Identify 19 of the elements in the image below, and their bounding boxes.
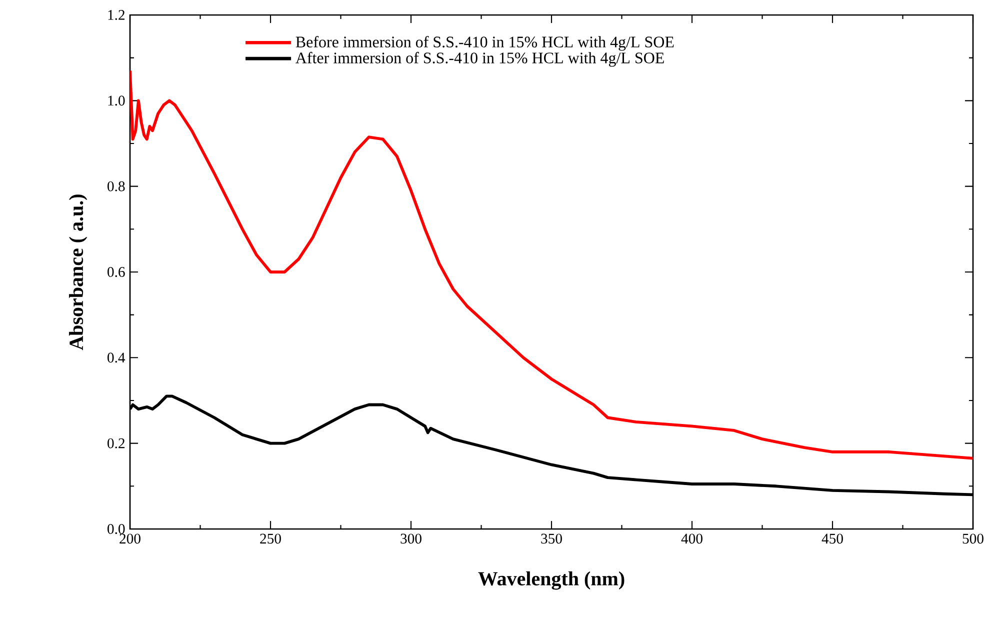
- x-tick-label: 200: [120, 534, 140, 544]
- x-tick-label: 450: [822, 534, 843, 544]
- y-axis-title: Absorbance ( a.u.): [69, 194, 88, 350]
- x-tick-label: 250: [260, 534, 281, 544]
- legend-label: After immersion of S.S.-410 in 15% HCL with 4g/L SOE: [296, 52, 664, 67]
- x-axis-title: Wavelength (nm): [478, 571, 624, 590]
- x-tick-label: 300: [400, 534, 422, 544]
- x-tick-label: 500: [962, 534, 984, 544]
- y-tick-label: 1.2: [108, 10, 124, 20]
- x-tick-label: 400: [681, 534, 702, 544]
- y-tick-label: 0.6: [108, 267, 125, 277]
- legend-label: Before immersion of S.S.-410 in 15% HCL with 4g/L SOE: [296, 36, 674, 51]
- line-series: [130, 69, 973, 460]
- y-tick-label: 0.8: [108, 181, 125, 192]
- y-tick-label: 0.2: [108, 438, 124, 448]
- y-tick-label: 0.0: [108, 524, 125, 534]
- x-tick-label: 350: [541, 534, 562, 544]
- y-tick-label: 1.0: [108, 96, 125, 106]
- y-tick-label: 0.4: [108, 352, 126, 363]
